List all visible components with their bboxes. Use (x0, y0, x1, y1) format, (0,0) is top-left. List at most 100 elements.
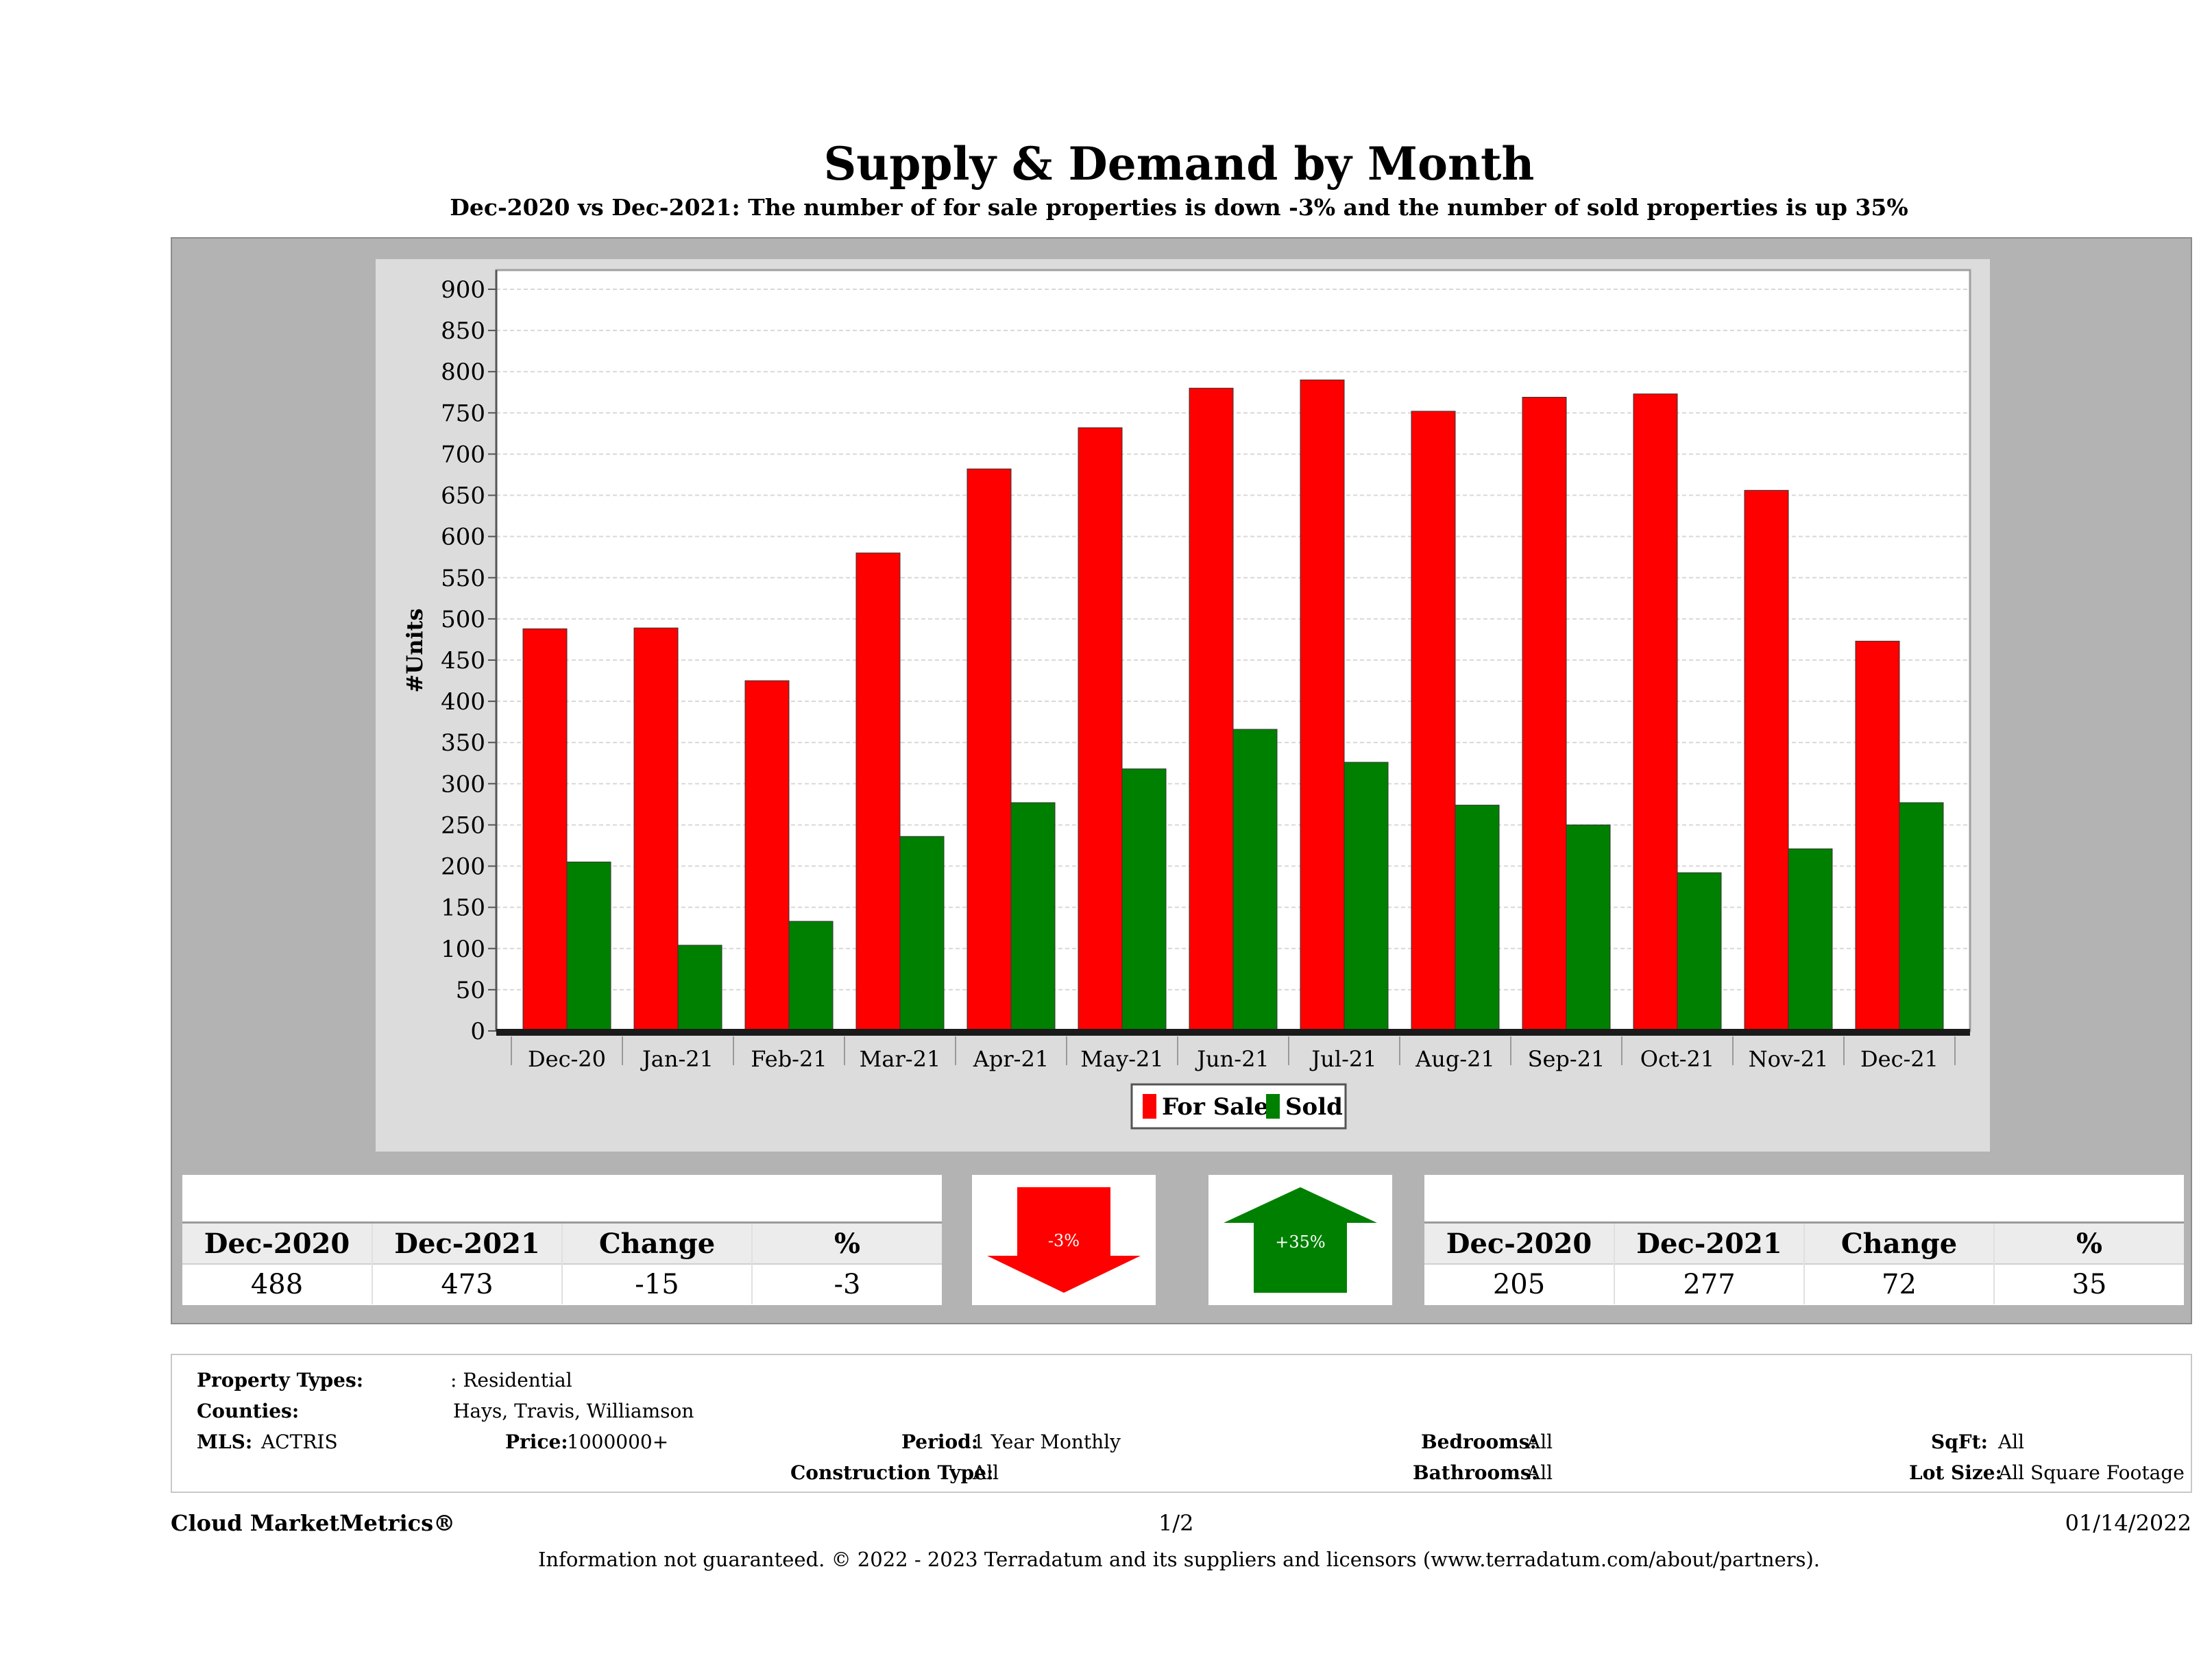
bar-for-sale (1411, 411, 1456, 1032)
y-tick-label: 650 (441, 483, 485, 510)
bar-chart: 0 50 100 150 200 250 300 350 400 450 500 550 600 650 7… (402, 269, 1971, 1130)
y-tick-label: 350 (441, 729, 485, 757)
bar-sold (1788, 848, 1833, 1032)
bar-sold (1010, 802, 1056, 1032)
y-tick-label: 400 (441, 688, 485, 716)
x-tick-label: Apr-21 (973, 1046, 1049, 1072)
down-arrow-label: -3% (1048, 1231, 1080, 1250)
lot-size-value: All Square Footage (1998, 1461, 2185, 1484)
sold-value-change: 72 (1803, 1263, 1994, 1304)
sold-stats-table: Dec-2020 Dec-2021 Change % 205 277 72 35 (1424, 1221, 2184, 1304)
bar-for-sale (744, 680, 790, 1032)
bedrooms-label: Bedrooms: (1421, 1431, 1537, 1453)
bar-for-sale (967, 468, 1012, 1032)
bar-sold (1899, 802, 1944, 1032)
bar-sold (677, 945, 722, 1032)
bar-for-sale (633, 627, 679, 1032)
x-tick-label: Jan-21 (640, 1046, 714, 1072)
y-tick-label: 100 (441, 936, 485, 963)
sqft-label: SqFt: (1931, 1431, 1988, 1453)
y-tick-label: 450 (441, 647, 485, 674)
bar-sold (1232, 729, 1278, 1032)
y-tick-label: 900 (441, 276, 485, 304)
bar-for-sale (1855, 640, 1900, 1032)
y-tick-label: 550 (441, 565, 485, 592)
x-tick-label: Mar-21 (860, 1046, 941, 1072)
period-label: Period: (901, 1431, 979, 1453)
x-tick-label: Jul-21 (1309, 1046, 1376, 1072)
for-sale-value-dec2020: 488 (182, 1263, 372, 1304)
x-tick-label: Feb-21 (751, 1046, 827, 1072)
for-sale-change-indicator: -3% (972, 1175, 1156, 1305)
bar-sold (1121, 768, 1167, 1032)
bar-sold (1677, 872, 1722, 1032)
sold-value-pct: 35 (1993, 1263, 2184, 1304)
legend-label-sold: Sold (1285, 1093, 1343, 1121)
y-tick-label: 750 (441, 400, 485, 427)
x-tick-label: Sep-21 (1528, 1046, 1605, 1072)
bar-for-sale (1189, 387, 1234, 1032)
y-tick-label: 300 (441, 770, 485, 798)
y-tick-label: 150 (441, 895, 485, 922)
for-sale-header-pct: % (751, 1221, 942, 1264)
counties-value: Hays, Travis, Williamson (453, 1400, 694, 1422)
filter-info-box: Property Types: : Residential Counties: … (171, 1354, 2192, 1493)
mls-value: ACTRIS (261, 1431, 338, 1453)
legend-label-for-sale: For Sale (1162, 1093, 1269, 1121)
y-tick-label: 500 (441, 606, 485, 633)
brand-name: Cloud MarketMetrics® (171, 1510, 456, 1536)
for-sale-value-change: -15 (561, 1263, 752, 1304)
bar-sold (788, 921, 834, 1032)
for-sale-header-change: Change (561, 1221, 752, 1264)
x-tick-label: Dec-21 (1860, 1046, 1938, 1072)
construction-type-label: Construction Type: (790, 1461, 994, 1484)
for-sale-stats-table: Dec-2020 Dec-2021 Change % 488 473 -15 -… (182, 1221, 942, 1304)
sold-value-dec2020: 205 (1424, 1263, 1614, 1304)
bar-for-sale (855, 552, 901, 1032)
y-tick-label: 200 (441, 853, 485, 881)
sold-stats-box: Dec-2020 Dec-2021 Change % 205 277 72 35 (1424, 1175, 2184, 1305)
bedrooms-value: All (1527, 1431, 1553, 1453)
bar-sold (1455, 805, 1500, 1032)
for-sale-stats-box: Dec-2020 Dec-2021 Change % 488 473 -15 -… (182, 1175, 942, 1305)
bar-for-sale (1078, 427, 1123, 1032)
property-types-value: : Residential (450, 1369, 572, 1391)
y-tick-label: 850 (441, 317, 485, 345)
bar-for-sale (1300, 379, 1345, 1032)
x-tick-label: Jun-21 (1195, 1046, 1269, 1072)
bar-for-sale (1744, 489, 1789, 1032)
chart-area: 0 50 100 150 200 250 300 350 400 450 500 550 600 650 7… (376, 259, 1990, 1152)
property-types-label: Property Types: (197, 1369, 364, 1391)
y-tick-label: 250 (441, 812, 485, 839)
bar-sold (1566, 824, 1611, 1032)
page-number: 1/2 (1158, 1510, 1194, 1536)
for-sale-value-dec2021: 473 (372, 1263, 562, 1304)
up-arrow-icon: +35% (1224, 1187, 1377, 1293)
bar-sold (566, 862, 611, 1032)
for-sale-header-dec2021: Dec-2021 (372, 1221, 562, 1264)
disclaimer: Information not guaranteed. © 2022 - 202… (537, 1548, 1821, 1571)
down-arrow-icon: -3% (987, 1187, 1141, 1293)
report-date: 01/14/2022 (2065, 1510, 2191, 1536)
x-tick-label: Dec-20 (528, 1046, 606, 1072)
bar-sold (899, 836, 945, 1032)
for-sale-value-pct: -3 (751, 1263, 942, 1304)
bar-for-sale (1633, 393, 1678, 1032)
y-tick-label: 800 (441, 358, 485, 386)
bar-for-sale (522, 628, 568, 1032)
y-tick-label: 0 (470, 1018, 485, 1045)
bar-sold (1344, 762, 1389, 1032)
legend-swatch-sold (1266, 1094, 1280, 1119)
bathrooms-label: Bathrooms: (1413, 1461, 1538, 1484)
up-arrow-label: +35% (1275, 1232, 1325, 1252)
counties-label: Counties: (197, 1400, 300, 1422)
construction-type-value: All (973, 1461, 999, 1484)
sold-change-indicator: +35% (1208, 1175, 1392, 1305)
sqft-value: All (1998, 1431, 2025, 1453)
for-sale-header-dec2020: Dec-2020 (182, 1221, 372, 1264)
price-label: Price: (505, 1431, 568, 1453)
x-tick-label: May-21 (1080, 1046, 1163, 1072)
mls-label: MLS: (197, 1431, 253, 1453)
page-subtitle: Dec-2020 vs Dec-2021: The number of for … (450, 194, 1908, 221)
legend-swatch-for-sale (1143, 1094, 1156, 1119)
